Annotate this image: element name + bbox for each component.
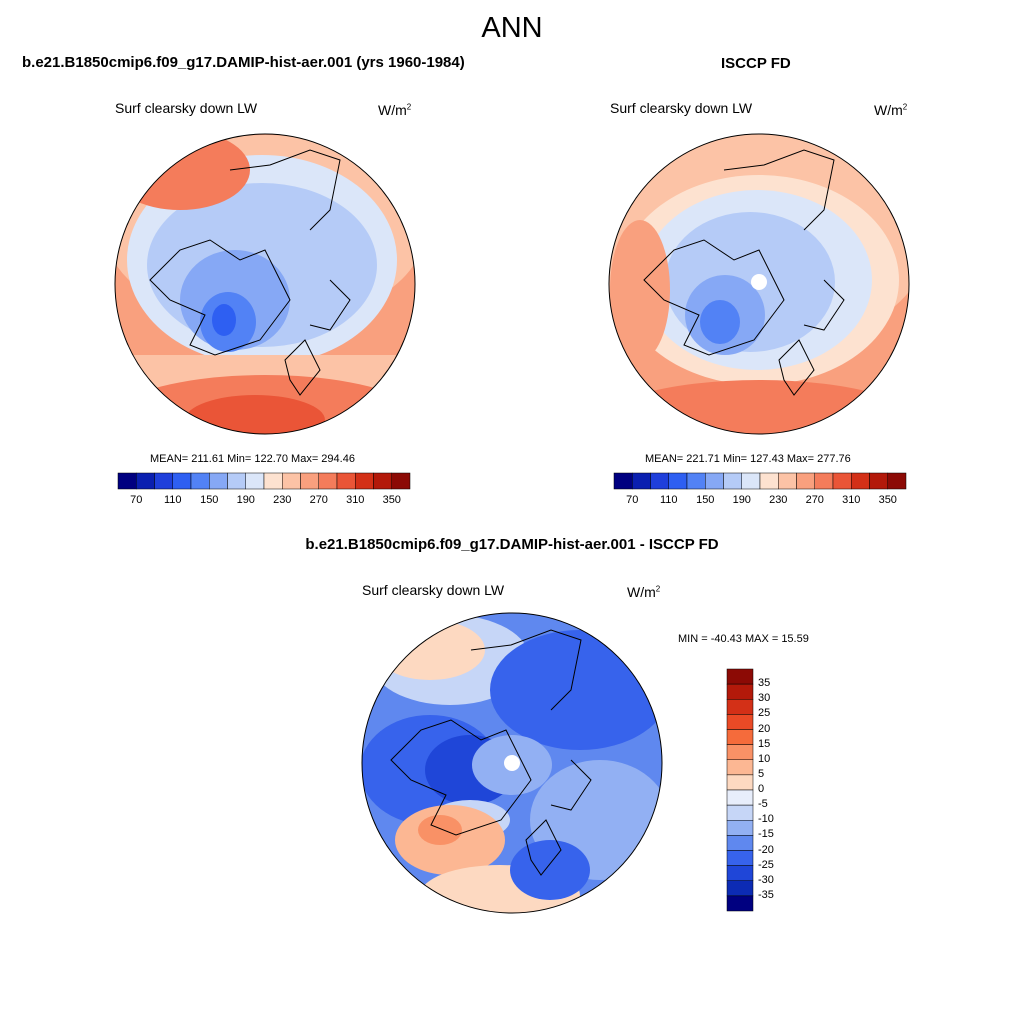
colorbar-tick-label: 310 bbox=[842, 494, 861, 506]
panel-3-stats: MIN = -40.43 MAX = 15.59 bbox=[678, 633, 809, 645]
panel-1-units: W/m2 bbox=[378, 102, 412, 118]
colorbar-swatch bbox=[726, 880, 754, 897]
colorbar-tick-label: 15 bbox=[758, 737, 771, 750]
colorbar-tick-label: 70 bbox=[130, 494, 143, 506]
panel-3-variable: Surf clearsky down LW bbox=[362, 582, 505, 598]
colorbar-swatch bbox=[282, 472, 301, 490]
colorbar-tick-label: 350 bbox=[878, 494, 897, 506]
colorbar-swatch bbox=[869, 472, 888, 490]
colorbar-tick-label: 35 bbox=[758, 677, 771, 690]
colorbar-tick-label: 190 bbox=[236, 494, 255, 506]
panel-3-units: W/m2 bbox=[627, 584, 661, 600]
panel-1-variable: Surf clearsky down LW bbox=[115, 100, 258, 116]
colorbar-swatch bbox=[726, 895, 754, 912]
colorbar-swatch bbox=[741, 472, 761, 490]
colorbar-swatch bbox=[778, 472, 797, 490]
colorbar-swatch bbox=[632, 472, 651, 490]
colorbar-swatch bbox=[726, 820, 754, 836]
colorbar-swatch bbox=[726, 774, 754, 791]
colorbar-tick-label: -35 bbox=[758, 888, 774, 901]
colorbar-swatch bbox=[245, 472, 265, 490]
colorbar-swatch bbox=[726, 668, 754, 685]
colorbar-swatch bbox=[726, 865, 754, 881]
colorbar-swatch bbox=[154, 472, 173, 490]
figure-title: ANN bbox=[481, 12, 543, 44]
colorbar-swatch bbox=[668, 472, 688, 490]
panel-2-colorbar bbox=[613, 472, 907, 490]
panel-3-colorbar bbox=[726, 668, 754, 912]
colorbar-tick-label: -5 bbox=[758, 798, 768, 811]
colorbar-tick-label: 230 bbox=[273, 494, 292, 506]
colorbar-tick-label: -10 bbox=[758, 813, 774, 826]
colorbar-swatch bbox=[336, 472, 356, 490]
colorbar-swatch bbox=[814, 472, 834, 490]
colorbar-tick-label: 150 bbox=[200, 494, 219, 506]
colorbar-swatch bbox=[726, 789, 754, 806]
colorbar-swatch bbox=[726, 759, 754, 776]
colorbar-swatch bbox=[832, 472, 852, 490]
colorbar-swatch bbox=[796, 472, 815, 490]
colorbar-tick-label: 0 bbox=[758, 783, 765, 795]
colorbar-swatch bbox=[391, 472, 411, 490]
colorbar-tick-label: 70 bbox=[626, 494, 639, 506]
colorbar-swatch bbox=[209, 472, 228, 490]
colorbar-swatch bbox=[373, 472, 392, 490]
colorbar-tick-label: 270 bbox=[309, 494, 328, 506]
panel-2-title: ISCCP FD bbox=[721, 55, 791, 72]
colorbar-tick-label: 20 bbox=[758, 722, 771, 735]
colorbar-swatch bbox=[726, 744, 754, 760]
colorbar-swatch bbox=[172, 472, 192, 490]
colorbar-swatch bbox=[705, 472, 724, 490]
colorbar-tick-label: 10 bbox=[758, 752, 771, 765]
panel-3-title: b.e21.B1850cmip6.f09_g17.DAMIP-hist-aer.… bbox=[305, 536, 719, 553]
colorbar-tick-label: -30 bbox=[758, 873, 774, 886]
colorbar-tick-label: -25 bbox=[758, 858, 774, 871]
colorbar-tick-label: 270 bbox=[805, 494, 824, 506]
colorbar-tick-label: -15 bbox=[758, 828, 774, 841]
colorbar-swatch bbox=[726, 804, 754, 821]
colorbar-swatch bbox=[300, 472, 319, 490]
panel-2-units: W/m2 bbox=[874, 102, 908, 118]
colorbar-swatch bbox=[686, 472, 706, 490]
colorbar-swatch bbox=[723, 472, 742, 490]
colorbar-swatch bbox=[318, 472, 338, 490]
panel-1-stats: MEAN= 211.61 Min= 122.70 Max= 294.46 bbox=[150, 453, 355, 465]
colorbar-tick-label: 30 bbox=[758, 692, 771, 705]
colorbar-tick-label: 5 bbox=[758, 767, 765, 780]
colorbar-swatch bbox=[726, 683, 754, 700]
colorbar-swatch bbox=[726, 850, 754, 866]
colorbar-tick-label: 310 bbox=[346, 494, 365, 506]
colorbar-tick-label: 25 bbox=[758, 707, 771, 720]
colorbar-swatch bbox=[726, 714, 754, 730]
colorbar-swatch bbox=[726, 699, 754, 715]
colorbar-tick-label: 230 bbox=[769, 494, 788, 506]
colorbar-swatch bbox=[190, 472, 210, 490]
colorbar-tick-label: 110 bbox=[163, 494, 182, 506]
colorbar-tick-label: 110 bbox=[659, 494, 678, 506]
panel-2-variable: Surf clearsky down LW bbox=[610, 100, 753, 116]
colorbar-swatch bbox=[263, 472, 283, 490]
colorbar-swatch bbox=[726, 729, 754, 745]
colorbar-swatch bbox=[726, 835, 754, 851]
colorbar-swatch bbox=[650, 472, 669, 490]
panel-2-stats: MEAN= 221.71 Min= 127.43 Max= 277.76 bbox=[645, 453, 851, 465]
colorbar-swatch bbox=[355, 472, 374, 490]
colorbar-tick-label: 350 bbox=[382, 494, 401, 506]
colorbar-swatch bbox=[887, 472, 907, 490]
panel-1-colorbar bbox=[117, 472, 411, 490]
colorbar-tick-label: 190 bbox=[732, 494, 751, 506]
panel-1-title: b.e21.B1850cmip6.f09_g17.DAMIP-hist-aer.… bbox=[22, 54, 465, 71]
colorbar-tick-label: -20 bbox=[758, 843, 774, 856]
colorbar-swatch bbox=[227, 472, 246, 490]
colorbar-swatch bbox=[613, 472, 633, 490]
colorbar-swatch bbox=[851, 472, 870, 490]
colorbar-tick-label: 150 bbox=[696, 494, 715, 506]
colorbar-swatch bbox=[117, 472, 137, 490]
colorbar-swatch bbox=[759, 472, 779, 490]
colorbar-swatch bbox=[136, 472, 155, 490]
